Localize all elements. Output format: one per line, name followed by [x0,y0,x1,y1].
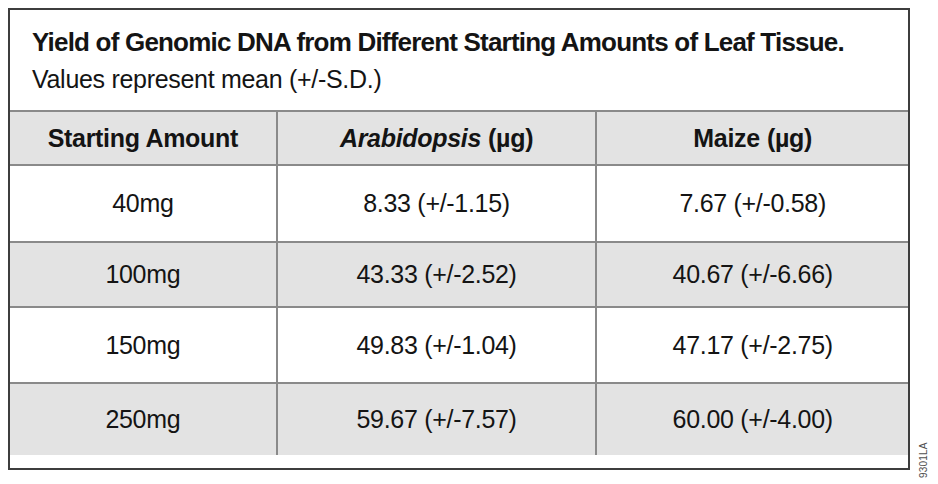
arabidopsis-unit-label: (µg) [488,124,533,152]
col-header-arabidopsis: Arabidopsis(µg) [277,111,597,165]
table-row: 100mg 43.33 (+/-2.52) 40.67 (+/-6.66) [10,242,908,307]
cell-arabidopsis-yield: 49.83 (+/-1.04) [277,307,597,383]
maize-species-label: Maize [693,124,760,152]
cell-arabidopsis-yield: 8.33 (+/-1.15) [277,165,597,242]
figure-header: Yield of Genomic DNA from Different Star… [10,10,908,110]
cell-arabidopsis-yield: 59.67 (+/-7.57) [277,383,597,455]
cell-maize-yield: 60.00 (+/-4.00) [596,383,908,455]
table-row: 150mg 49.83 (+/-1.04) 47.17 (+/-2.75) [10,307,908,383]
yield-table: Starting Amount Arabidopsis(µg) Maize(µg… [10,110,908,455]
table-body: 40mg 8.33 (+/-1.15) 7.67 (+/-0.58) 100mg… [10,165,908,455]
cell-starting-amount: 100mg [10,242,277,307]
arabidopsis-species-label: Arabidopsis [340,124,481,152]
cell-maize-yield: 40.67 (+/-6.66) [596,242,908,307]
cell-maize-yield: 47.17 (+/-2.75) [596,307,908,383]
cell-starting-amount: 250mg [10,383,277,455]
col-header-starting-amount: Starting Amount [10,111,277,165]
table-row: 250mg 59.67 (+/-7.57) 60.00 (+/-4.00) [10,383,908,455]
figure-number-label: 9301LA [918,432,929,478]
maize-unit-label: (µg) [767,124,812,152]
col-header-maize: Maize(µg) [596,111,908,165]
figure-title: Yield of Genomic DNA from Different Star… [32,27,884,58]
header-row: Starting Amount Arabidopsis(µg) Maize(µg… [10,111,908,165]
figure-subtitle: Values represent mean (+/-S.D.) [32,65,884,94]
cell-starting-amount: 40mg [10,165,277,242]
cell-maize-yield: 7.67 (+/-0.58) [596,165,908,242]
figure-frame: Yield of Genomic DNA from Different Star… [8,8,910,470]
table-head: Starting Amount Arabidopsis(µg) Maize(µg… [10,111,908,165]
table-row: 40mg 8.33 (+/-1.15) 7.67 (+/-0.58) [10,165,908,242]
cell-starting-amount: 150mg [10,307,277,383]
cell-arabidopsis-yield: 43.33 (+/-2.52) [277,242,597,307]
